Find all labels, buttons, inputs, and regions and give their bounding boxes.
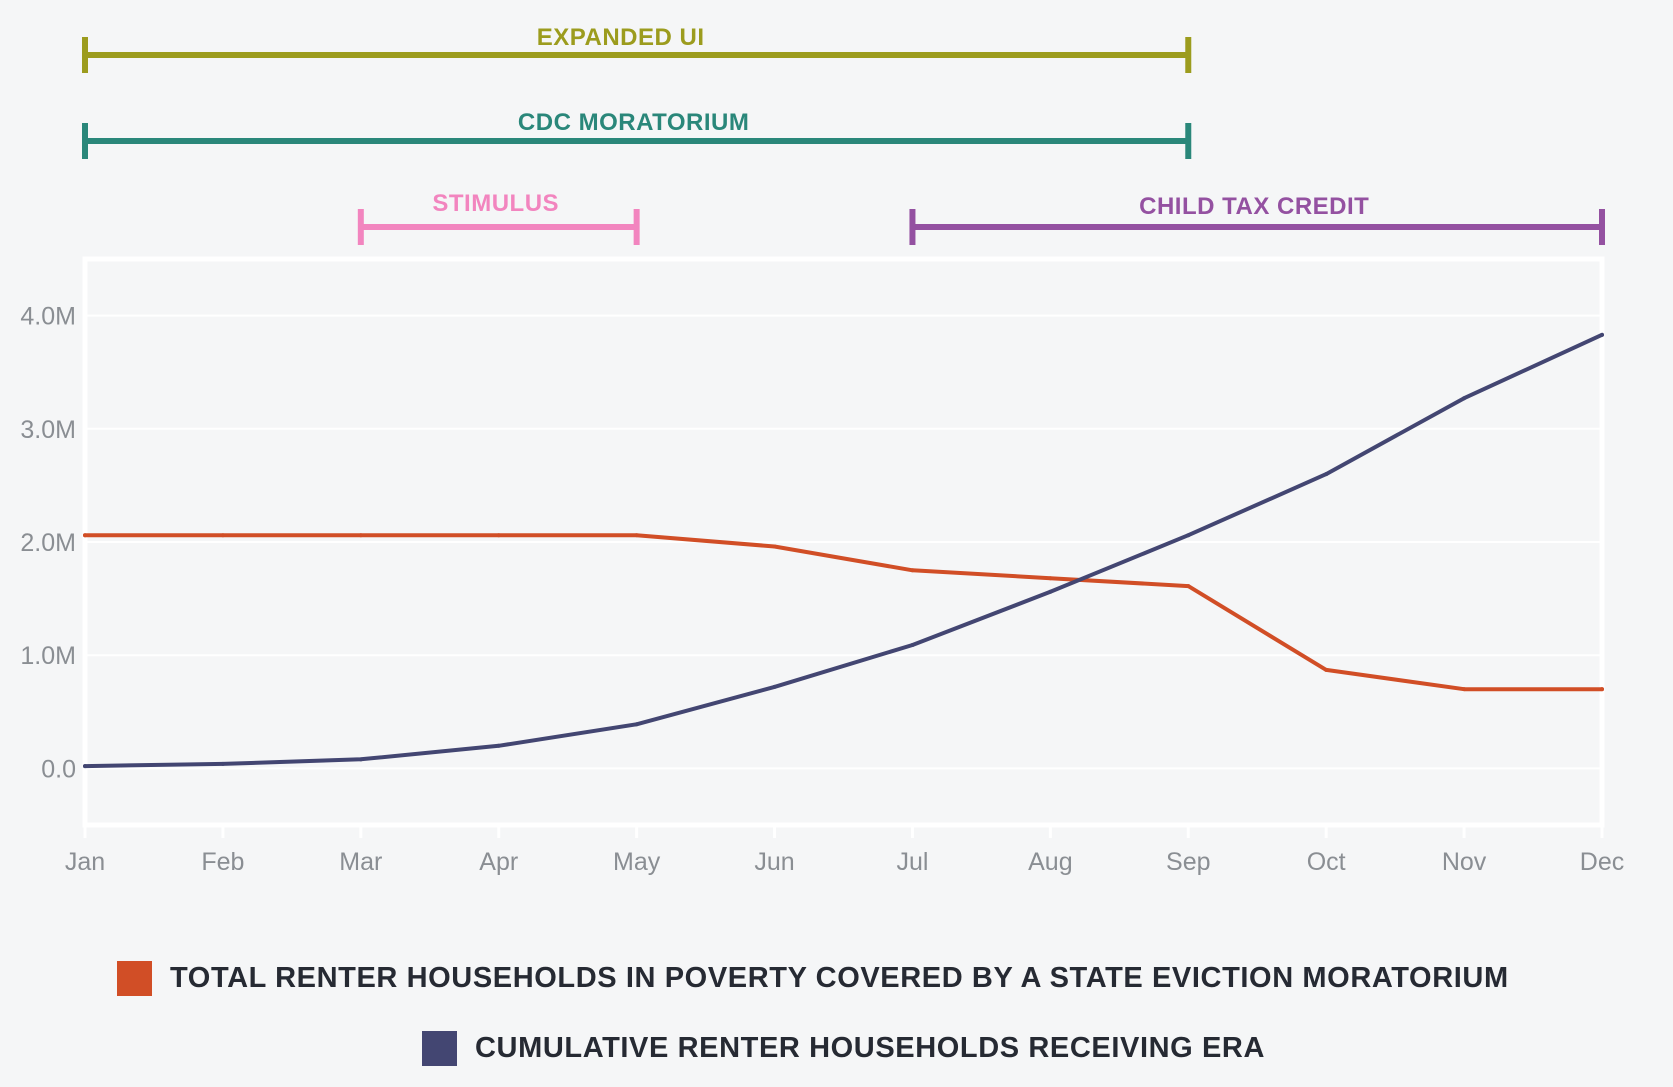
legend-item: CUMULATIVE RENTER HOUSEHOLDS RECEIVING E… xyxy=(422,1031,1265,1066)
data-point xyxy=(496,533,501,538)
data-point xyxy=(358,757,363,762)
annotation-label: STIMULUS xyxy=(432,190,559,217)
data-point xyxy=(220,533,225,538)
annotation-span: CDC MORATORIUM xyxy=(82,109,1192,159)
data-point xyxy=(1324,472,1329,477)
annotation-label: CDC MORATORIUM xyxy=(518,109,749,136)
data-point xyxy=(358,533,363,538)
data-point xyxy=(83,764,87,769)
legend: TOTAL RENTER HOUSEHOLDS IN POVERTY COVER… xyxy=(117,961,1509,1066)
grid-lines xyxy=(85,314,1602,770)
x-tick-label: Dec xyxy=(1580,848,1624,876)
x-tick-label: Jan xyxy=(65,848,105,876)
x-tick-label: Oct xyxy=(1307,848,1346,876)
x-axis: Jan Feb Mar Apr May Jun Jul Aug Sep Oct Nov Dec xyxy=(65,825,1624,876)
y-tick-label: 4.0M xyxy=(20,303,76,331)
series-lines xyxy=(83,332,1604,769)
legend-item: TOTAL RENTER HOUSEHOLDS IN POVERTY COVER… xyxy=(117,961,1509,996)
data-point xyxy=(772,544,777,549)
data-point xyxy=(1600,332,1604,337)
data-point xyxy=(1462,396,1467,401)
data-point xyxy=(496,743,501,748)
series-1 xyxy=(83,332,1604,769)
legend-swatch xyxy=(422,1031,457,1066)
annotation-span: CHILD TAX CREDIT xyxy=(909,193,1605,245)
data-point xyxy=(910,643,915,648)
y-tick-label: 1.0M xyxy=(20,642,76,670)
legend-swatch xyxy=(117,961,152,996)
x-tick-label: Jun xyxy=(754,848,794,876)
y-tick-label: 3.0M xyxy=(20,416,76,444)
series-line xyxy=(83,332,1604,769)
data-point xyxy=(1048,576,1053,581)
x-tick-label: May xyxy=(613,848,661,876)
x-tick-label: Aug xyxy=(1028,848,1072,876)
series-line xyxy=(83,533,1604,692)
data-point xyxy=(634,722,639,727)
policy-annotations: EXPANDED UI CDC MORATORIUM STIMULUS CHILD T… xyxy=(82,24,1605,245)
data-point xyxy=(1600,687,1604,692)
data-point xyxy=(83,533,87,538)
x-tick-label: Sep xyxy=(1166,848,1210,876)
y-axis: 0.0 1.0M 2.0M 3.0M 4.0M xyxy=(20,303,76,784)
data-point xyxy=(634,533,639,538)
data-point xyxy=(220,761,225,766)
data-point xyxy=(1048,589,1053,594)
x-tick-label: Feb xyxy=(201,848,244,876)
x-tick-label: Jul xyxy=(896,848,928,876)
x-tick-label: Nov xyxy=(1442,848,1487,876)
data-point xyxy=(1186,584,1191,589)
data-point xyxy=(910,568,915,573)
x-tick-label: Mar xyxy=(339,848,382,876)
data-point xyxy=(772,684,777,689)
annotation-label: CHILD TAX CREDIT xyxy=(1139,193,1369,220)
annotation-label: EXPANDED UI xyxy=(537,24,705,51)
legend-label: CUMULATIVE RENTER HOUSEHOLDS RECEIVING E… xyxy=(475,1032,1265,1064)
data-point xyxy=(1462,687,1467,692)
data-point xyxy=(1324,667,1329,672)
legend-label: TOTAL RENTER HOUSEHOLDS IN POVERTY COVER… xyxy=(170,962,1509,994)
series-0 xyxy=(83,533,1604,692)
annotation-span: EXPANDED UI xyxy=(82,24,1192,73)
y-tick-label: 2.0M xyxy=(20,529,76,557)
data-point xyxy=(1186,533,1191,538)
x-tick-label: Apr xyxy=(479,848,518,876)
annotation-span: STIMULUS xyxy=(357,190,640,245)
y-tick-label: 0.0 xyxy=(41,755,76,783)
